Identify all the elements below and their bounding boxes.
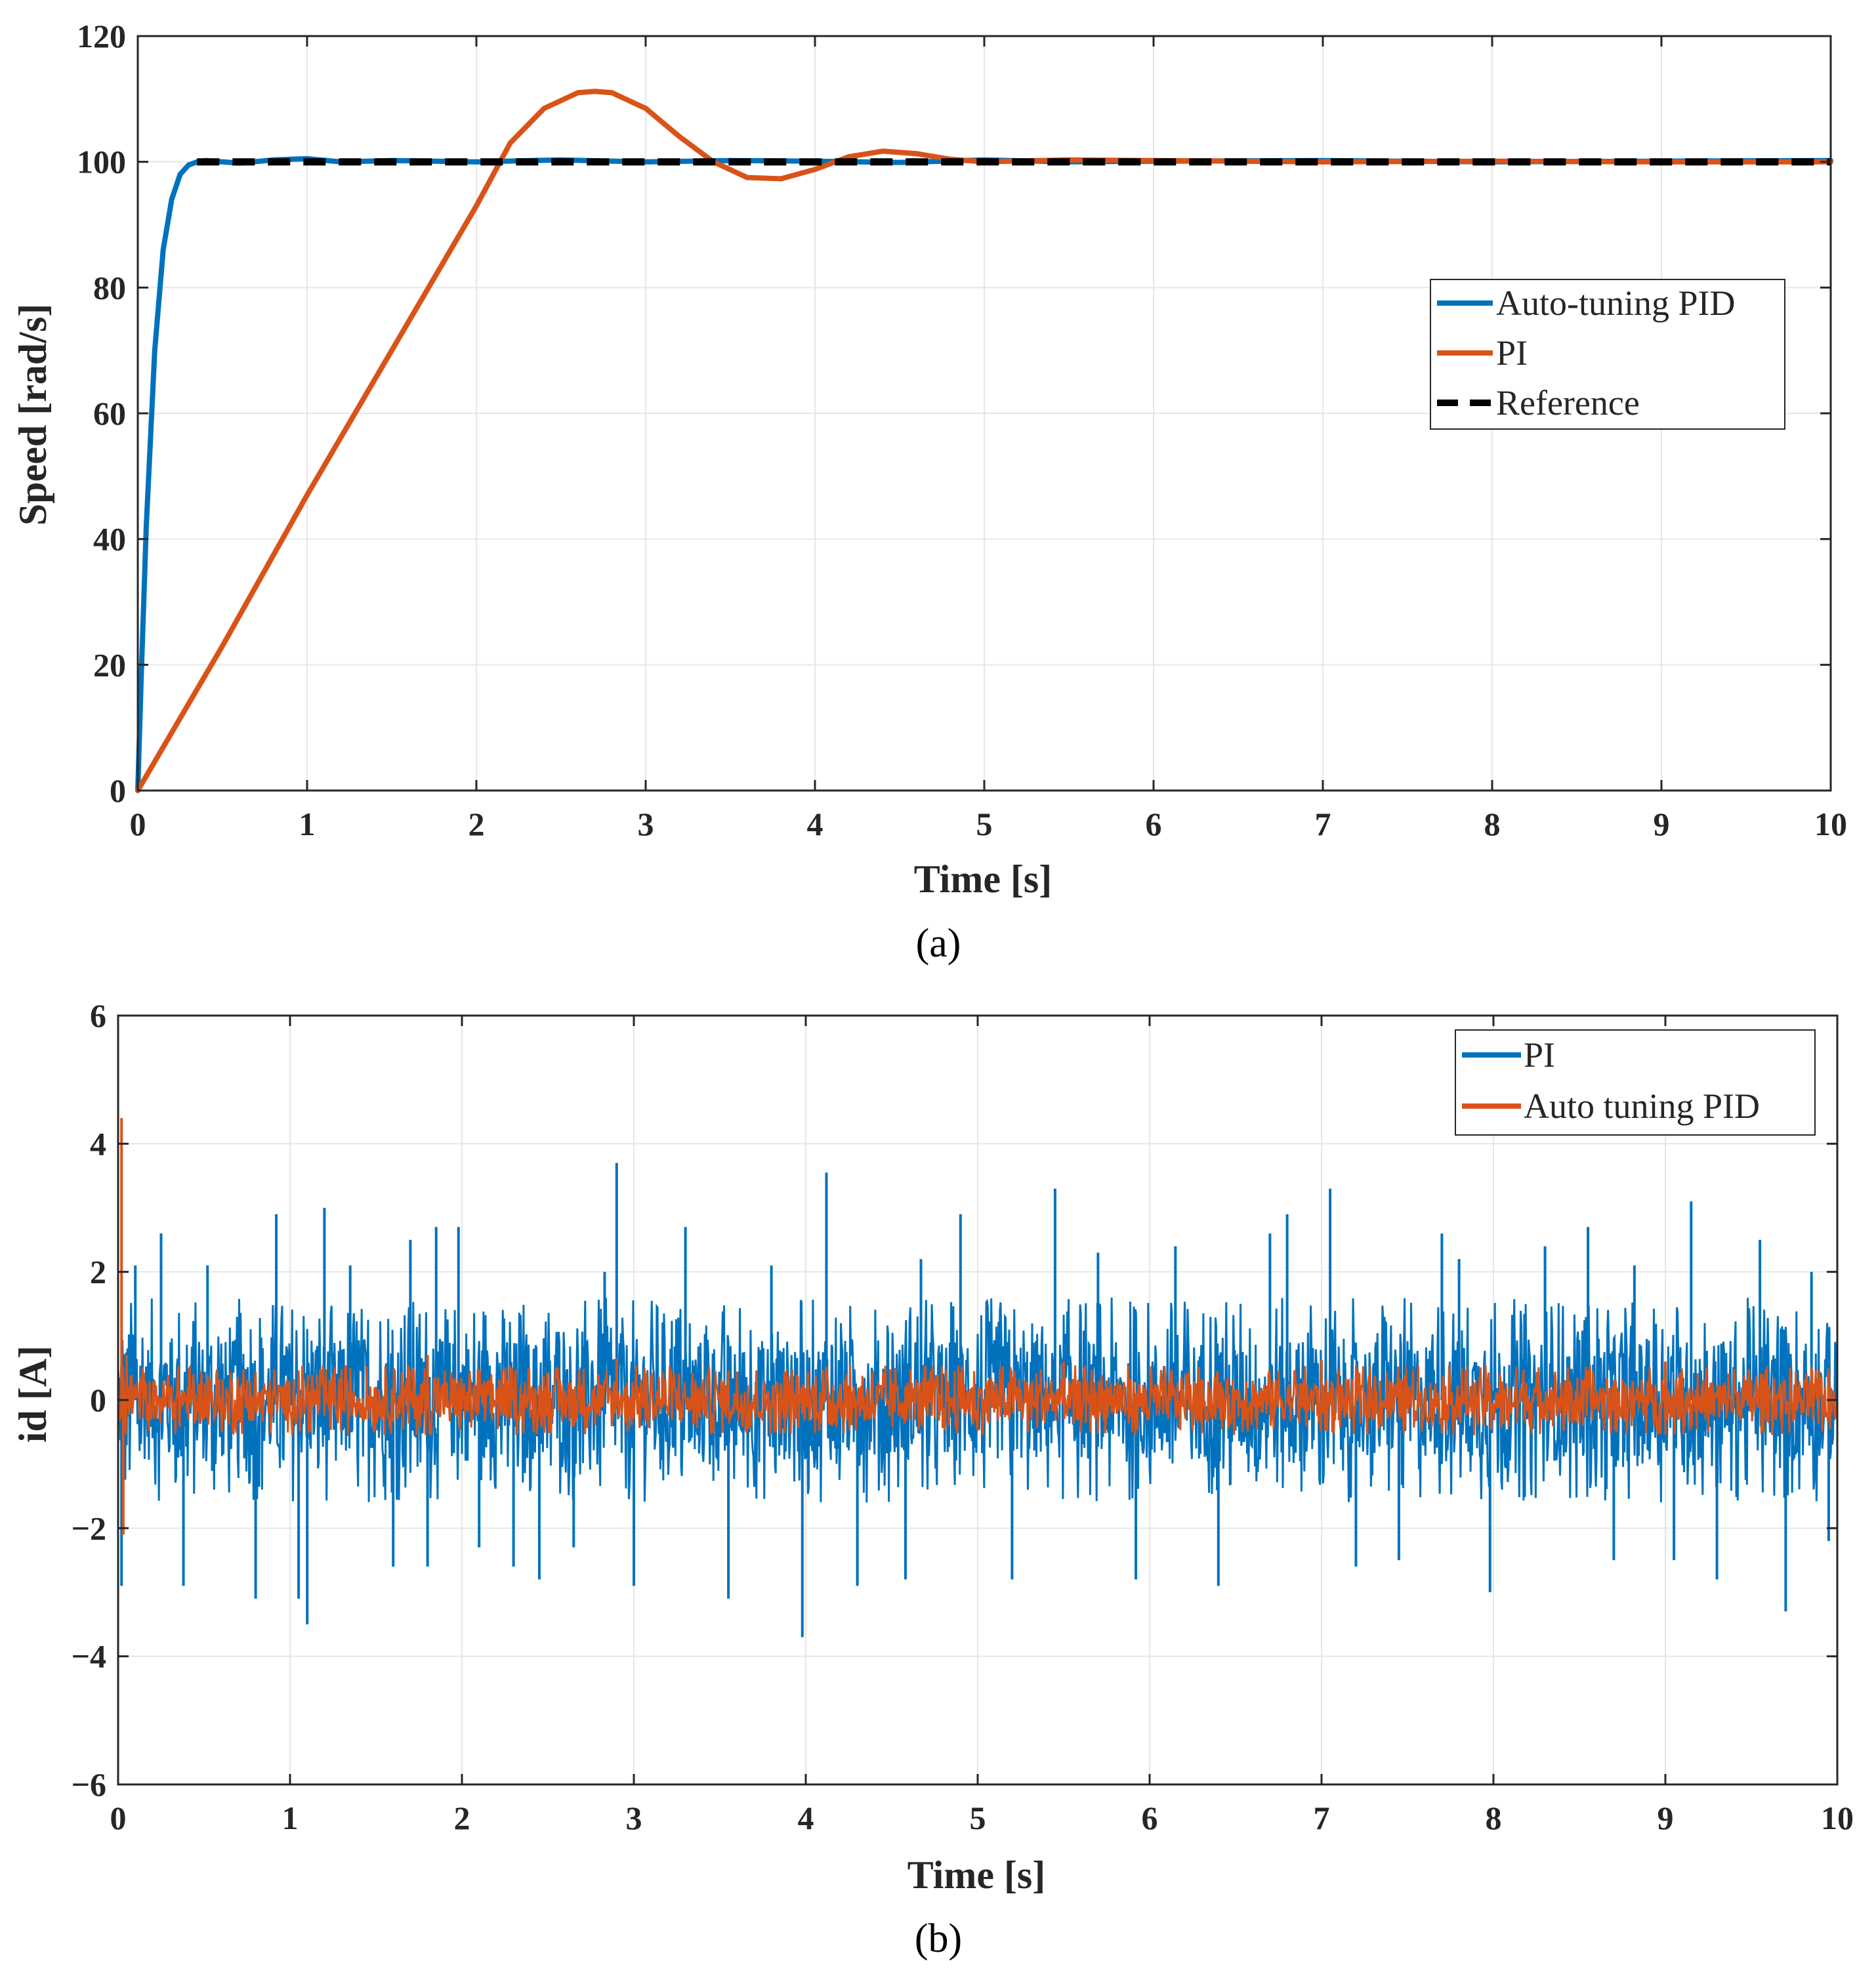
chart-b-ytick-labels: −6 −4 −2 0 2 4 6 <box>72 997 107 1803</box>
series-trace-auto-tuning-pid <box>117 1364 1839 1435</box>
chart-a-ytick-label: 80 <box>93 269 126 306</box>
chart-b-ytick-label: 4 <box>90 1125 106 1162</box>
chart-b-xtick-labels: 0 1 2 3 4 5 6 7 8 9 10 <box>110 1800 1854 1836</box>
chart-a-xtick-label: 10 <box>1814 806 1847 842</box>
chart-a-ytick-label: 60 <box>93 395 126 432</box>
chart-a-xlabel: Time [s] <box>914 857 1053 901</box>
chart-a-series <box>135 89 1833 793</box>
chart-b-ticks <box>117 1014 1839 1786</box>
chart-a-ytick-label: 20 <box>93 646 126 683</box>
chart-b-xtick-label: 1 <box>282 1800 299 1836</box>
chart-b-ylabel: id [A] <box>11 1346 54 1443</box>
chart-b-xtick-label: 10 <box>1821 1800 1854 1836</box>
chart-b-ytick-label: 2 <box>90 1254 106 1290</box>
legend-label-pi-b: PI <box>1524 1035 1555 1075</box>
chart-b-xtick-label: 5 <box>970 1800 986 1836</box>
chart-b-ytick-label: −4 <box>72 1638 107 1675</box>
legend-label-reference: Reference <box>1496 383 1640 422</box>
chart-b-xtick-label: 6 <box>1142 1800 1158 1836</box>
chart-a-xtick-label: 3 <box>638 806 654 842</box>
chart-a-legend: Auto-tuning PID PI Reference <box>1430 279 1785 430</box>
chart-b-xtick-label: 4 <box>798 1800 814 1836</box>
chart-a: 0 1 2 3 4 5 6 7 8 9 10 0 20 40 60 80 100 120 Time [s] Sp… <box>11 18 1847 966</box>
chart-a-ytick-labels: 0 20 40 60 80 100 120 <box>77 18 126 809</box>
chart-b-xtick-label: 9 <box>1657 1800 1674 1836</box>
legend-label-pi: PI <box>1496 333 1528 373</box>
chart-b-xtick-label: 8 <box>1486 1800 1502 1836</box>
chart-a-xtick-label: 1 <box>299 806 316 842</box>
chart-a-ticks <box>136 35 1832 792</box>
chart-b-ytick-label: 6 <box>90 997 106 1034</box>
chart-a-xtick-label: 8 <box>1484 806 1501 842</box>
chart-b-xtick-label: 7 <box>1314 1800 1330 1836</box>
chart-b-legend: PI Auto tuning PID <box>1455 1029 1816 1136</box>
chart-b-series <box>117 1118 1839 1638</box>
chart-b-xlabel: Time [s] <box>907 1853 1046 1897</box>
chart-a-xtick-label: 7 <box>1315 806 1331 842</box>
chart-a-xtick-label: 4 <box>807 806 823 842</box>
chart-a-xtick-label: 2 <box>469 806 485 842</box>
chart-a-xtick-label: 5 <box>976 806 993 842</box>
chart-b-ytick-label: −2 <box>72 1510 107 1546</box>
chart-b-ytick-label: 0 <box>90 1382 106 1418</box>
chart-b-xtick-label: 3 <box>626 1800 642 1836</box>
chart-a-caption: (a) <box>916 921 961 966</box>
chart-b-xtick-label: 0 <box>110 1800 127 1836</box>
chart-b-caption: (b) <box>915 1916 962 1961</box>
chart-a-ylabel: Speed [rad/s] <box>11 304 54 525</box>
chart-a-ytick-label: 120 <box>77 18 126 54</box>
legend-label-auto-tuning-pid-b: Auto tuning PID <box>1524 1086 1760 1126</box>
chart-a-ytick-label: 0 <box>110 772 126 809</box>
chart-a-ytick-label: 40 <box>93 521 126 558</box>
chart-a-xtick-label: 9 <box>1654 806 1670 842</box>
chart-a-xtick-label: 6 <box>1146 806 1162 842</box>
chart-a-ytick-label: 100 <box>77 144 126 180</box>
series-trace-pi <box>117 1297 1839 1503</box>
legend-label-auto-tuning-pid: Auto-tuning PID <box>1496 283 1736 323</box>
chart-b-xtick-label: 2 <box>454 1800 470 1836</box>
chart-b-legend-box <box>1455 1029 1816 1136</box>
chart-a-xtick-labels: 0 1 2 3 4 5 6 7 8 9 10 <box>130 806 1848 842</box>
chart-a-xtick-label: 0 <box>130 806 146 842</box>
chart-b-ytick-label: −6 <box>72 1766 107 1803</box>
